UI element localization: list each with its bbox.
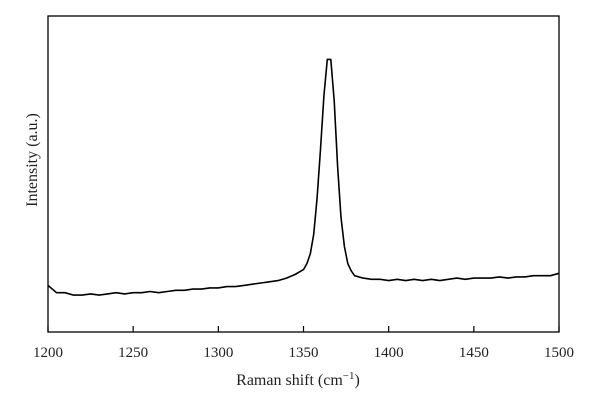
x-tick-label: 1500 [544, 345, 574, 361]
plot-frame [47, 15, 560, 333]
x-tick-label: 1300 [203, 345, 233, 361]
x-axis-title-superscript: −1 [343, 370, 355, 382]
x-axis-title-close: ) [355, 372, 360, 389]
plot-area [47, 15, 560, 333]
x-tick-label: 1250 [118, 345, 148, 361]
x-axis: 1200 1250 1300 1350 1400 1450 1500 [33, 326, 574, 361]
x-axis-title-text: Raman shift (cm [236, 372, 343, 389]
x-axis-title: Raman shift (cm−1) [236, 370, 360, 389]
spectrum-line [47, 58, 560, 296]
x-tick-label: 1450 [459, 345, 489, 361]
x-tick-label: 1350 [289, 345, 319, 361]
x-tick-label: 1400 [374, 345, 404, 361]
y-axis-title: Intensity (a.u.) [24, 113, 41, 207]
x-tick-label: 1200 [33, 345, 63, 361]
